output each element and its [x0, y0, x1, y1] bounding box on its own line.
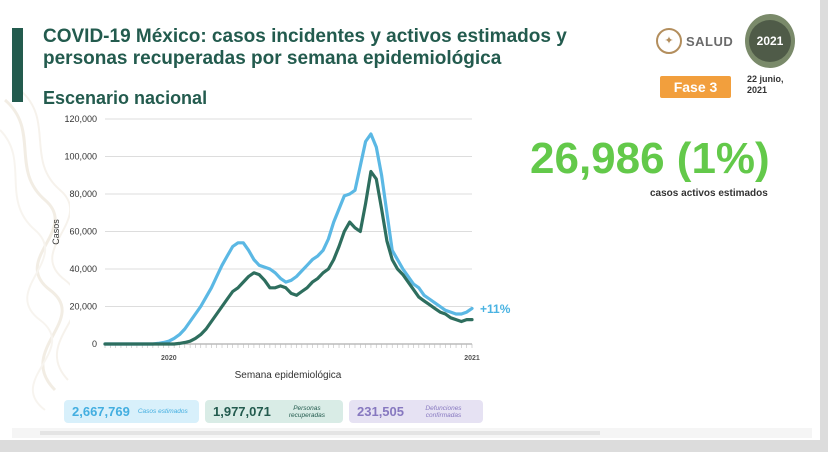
active-cases-value: 26,986 (1%) — [530, 134, 770, 183]
title-accent-bar — [12, 28, 23, 102]
salud-logo-text: SALUD — [686, 33, 734, 49]
y-tick-label: 40,000 — [69, 264, 97, 274]
change-percentage: +11% — [480, 302, 511, 316]
salud-logo: ✦ SALUD — [656, 28, 733, 54]
x-year-label: 2020 — [161, 355, 177, 362]
recovered-box: 1,977,071 Personas recuperadas — [205, 400, 343, 423]
deaths-label: Defunciones confirmadas — [425, 404, 462, 419]
y-tick-label: 20,000 — [69, 302, 97, 312]
deaths-value: 231,505 — [357, 404, 404, 419]
estimated-cases-label: Casos estimados — [137, 408, 188, 415]
y-tick-label: 0 — [92, 339, 97, 349]
eagle-emblem-icon: ✦ — [656, 28, 682, 54]
footnote — [40, 431, 600, 435]
y-tick-label: 80,000 — [69, 189, 97, 199]
active-cases-label: casos activos estimados — [650, 188, 768, 199]
x-axis-label: Semana epidemiológica — [235, 370, 342, 381]
y-tick-label: 60,000 — [69, 227, 97, 237]
x-year-label: 2021 — [464, 355, 480, 362]
estimated-cases-value: 2,667,769 — [72, 404, 130, 419]
slide: COVID-19 México: casos incidentes y acti… — [0, 0, 820, 440]
series-line-estimated — [103, 132, 474, 346]
series-line-active — [103, 169, 474, 346]
fase-badge: Fase 3 — [660, 76, 731, 98]
page-title: COVID-19 México: casos incidentes y acti… — [43, 26, 567, 69]
recovered-value: 1,977,071 — [213, 404, 271, 419]
estimated-cases-box: 2,667,769 Casos estimados — [64, 400, 199, 423]
deaths-box: 231,505 Defunciones confirmadas — [349, 400, 483, 423]
y-tick-label: 100,000 — [64, 152, 97, 162]
y-tick-label: 120,000 — [64, 114, 97, 124]
cases-line-chart: 0 20,000 40,000 60,000 80,000 100,000 120,000 2… — [51, 114, 480, 381]
recovered-label: Personas recuperadas — [288, 404, 325, 419]
report-date: 22 junio, 2021 — [747, 74, 784, 95]
y-axis-label: Casos — [51, 219, 61, 245]
decorative-pattern-icon — [0, 90, 70, 411]
mexico-2021-seal-icon: 2021 — [745, 14, 795, 68]
page-subtitle: Escenario nacional — [43, 88, 208, 108]
